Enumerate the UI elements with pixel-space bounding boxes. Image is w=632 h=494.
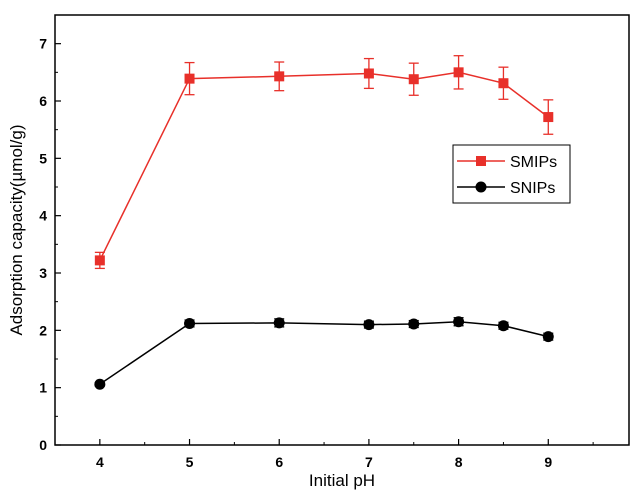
data-point	[498, 78, 509, 89]
x-tick-label: 4	[96, 454, 104, 470]
data-point	[274, 71, 285, 82]
x-tick-label: 9	[544, 454, 552, 470]
y-tick-label: 5	[39, 150, 47, 166]
series-smips	[94, 55, 554, 270]
x-axis-title: Initial pH	[309, 471, 375, 490]
data-point	[542, 331, 554, 343]
x-tick-label: 8	[455, 454, 463, 470]
y-tick-label: 7	[39, 36, 47, 52]
data-point	[497, 320, 509, 332]
series-line	[99, 71, 549, 261]
x-tick-label: 7	[365, 454, 373, 470]
data-point	[543, 112, 554, 123]
plot-frame	[54, 14, 630, 446]
x-tick-label: 6	[275, 454, 283, 470]
series-layer	[94, 55, 554, 390]
data-point	[94, 378, 106, 390]
y-tick-label: 0	[39, 437, 47, 453]
y-tick-label: 4	[39, 208, 47, 224]
series-snips	[94, 316, 554, 390]
legend-snips-marker	[475, 181, 487, 193]
data-point	[363, 319, 375, 331]
legend-smips-label: SMIPs	[510, 154, 557, 171]
data-point	[408, 318, 420, 330]
data-point	[184, 73, 195, 84]
legend: SMIPs SNIPs	[452, 144, 571, 204]
series-line	[99, 320, 549, 385]
legend-smips-marker	[476, 156, 486, 166]
data-point	[184, 317, 196, 329]
y-tick-label: 2	[39, 322, 47, 338]
data-point	[408, 74, 419, 85]
legend-box	[452, 144, 571, 204]
data-point	[363, 68, 374, 79]
y-tick-label: 3	[39, 265, 47, 281]
y-tick-label: 6	[39, 93, 47, 109]
y-tick-label: 1	[39, 380, 47, 396]
x-axis-ticks: 4 5 6 7 8 9	[54, 439, 594, 470]
data-point	[273, 317, 285, 329]
data-point	[453, 316, 465, 328]
x-tick-label: 5	[186, 454, 194, 470]
legend-snips-label: SNIPs	[510, 180, 555, 197]
y-axis-title: Adsorption capacity(µmol/g)	[7, 124, 26, 335]
y-axis-ticks: 0 1 2 3 4 5 6 7	[39, 14, 61, 453]
data-point	[453, 67, 464, 78]
data-point	[94, 255, 105, 266]
